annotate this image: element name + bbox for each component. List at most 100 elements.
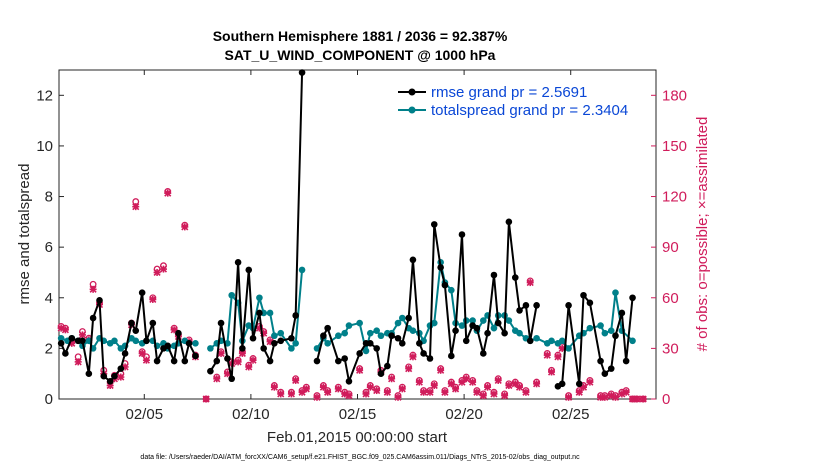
rmse-point [62, 350, 69, 357]
totalspread-point [479, 317, 487, 324]
obs-assimilated-point [170, 326, 178, 334]
rmse-point [68, 334, 76, 342]
rmse-point [100, 372, 108, 380]
rmse-point [298, 69, 306, 76]
obs-assimilated-point [490, 390, 498, 398]
obs-assimilated-point [469, 378, 477, 386]
obs-assimilated-point [437, 366, 445, 374]
rmse-point [533, 302, 540, 309]
rmse-point [192, 352, 199, 360]
rmse-point [597, 357, 604, 365]
obs-assimilated-point [554, 353, 562, 361]
y-tick-label: 0 [45, 391, 53, 408]
rmse-point [170, 357, 178, 365]
rmse-point [607, 365, 615, 372]
totalspread-point [313, 345, 321, 352]
totalspread-point [586, 324, 594, 332]
x-tick-label: 02/05 [126, 406, 164, 423]
obs-assimilated-point [217, 349, 225, 358]
rmse-point [117, 365, 125, 372]
y-right-axis-ticks: 0 30 60 90 120 150 180 [651, 87, 687, 408]
legend-spread-label: totalspread grand pr = 2.3404 [431, 102, 628, 119]
totalspread-point [607, 327, 615, 334]
totalspread-point [57, 334, 65, 342]
rmse-point [366, 340, 374, 347]
rmse-point [234, 259, 242, 266]
rmse-point [341, 355, 349, 362]
rmse-point [484, 329, 491, 337]
rmse-point [479, 350, 487, 357]
rmse-point [490, 271, 498, 279]
totalspread-point [324, 340, 331, 347]
totalspread-point [533, 334, 540, 342]
rmse-point [149, 319, 157, 327]
rmse-point [207, 367, 214, 375]
obs-assimilated-point [547, 368, 556, 376]
rmse-point [458, 231, 466, 238]
rmse-point [629, 294, 636, 302]
y-right-tick-label: 30 [662, 340, 679, 357]
legend-rmse-label: rmse grand pr = 2.5691 [431, 84, 587, 101]
rmse-point [426, 355, 434, 362]
rmse-point [580, 291, 587, 299]
legend-spread-marker [408, 106, 416, 114]
y-axis-ticks: 0 2 4 6 8 10 12 [36, 87, 64, 408]
obs-assimilated-point [383, 388, 391, 396]
totalspread-point [458, 322, 466, 329]
y-right-tick-label: 150 [662, 138, 687, 155]
x-tick-label: 02/10 [232, 406, 270, 423]
rmse-point [601, 370, 609, 377]
rmse-point [96, 297, 103, 304]
rmse-point [511, 274, 519, 281]
y-axis-label: rmse and totalspread [16, 164, 33, 305]
legend: rmse grand pr = 2.5691 totalspread grand… [398, 84, 628, 119]
obs-assimilated-point [362, 390, 370, 398]
totalspread-point [335, 332, 342, 340]
obs-assimilated-point [61, 326, 69, 334]
rmse-point [239, 345, 246, 352]
obs-assimilated-point [388, 375, 396, 383]
rmse-point [164, 342, 172, 350]
totalspread-point [409, 327, 417, 334]
rmse-point [622, 357, 630, 365]
obs-assimilated-point [142, 356, 150, 364]
rmse-point [79, 337, 86, 345]
rmse-point [335, 357, 342, 365]
rmse-point [394, 334, 402, 342]
totalspread-point [266, 309, 274, 317]
y-right-tick-label: 90 [662, 239, 679, 256]
totalspread-point [341, 329, 349, 337]
obs-assimilated-point [479, 392, 487, 400]
rmse-point [121, 350, 129, 357]
totalspread-point [362, 347, 370, 355]
obs-assimilated-point [452, 385, 460, 393]
totalspread-point [192, 340, 199, 347]
obs-assimilated-point [159, 265, 168, 273]
rmse-point [356, 350, 363, 357]
totalspread-point [430, 319, 438, 327]
obs-assimilated-point [409, 353, 417, 361]
obs-assimilated-point [505, 381, 513, 390]
obs-assimilated-point [441, 388, 449, 396]
obs-assimilated-point [334, 385, 342, 393]
obs-assimilated-point [345, 392, 353, 400]
rmse-point [575, 380, 583, 388]
totalspread-point [558, 337, 566, 345]
obs-assimilated-point [533, 380, 541, 388]
rmse-point [128, 319, 135, 327]
rmse-point [324, 324, 331, 332]
rmse-point [181, 357, 189, 365]
obs-assimilated-point [117, 373, 125, 381]
obs-assimilated-point [394, 393, 402, 401]
totalspread-point [256, 294, 263, 302]
obs-assimilated-point [324, 388, 332, 396]
totalspread-point [111, 337, 118, 345]
rmse-point [228, 375, 236, 383]
rmse-point [430, 221, 438, 228]
rmse-point [452, 327, 459, 334]
y-tick-label: 10 [36, 138, 53, 155]
obs-assimilated-point [78, 331, 87, 339]
obs-assimilated-point [74, 358, 82, 366]
totalspread-point [597, 322, 604, 329]
totalspread-point [345, 322, 353, 329]
